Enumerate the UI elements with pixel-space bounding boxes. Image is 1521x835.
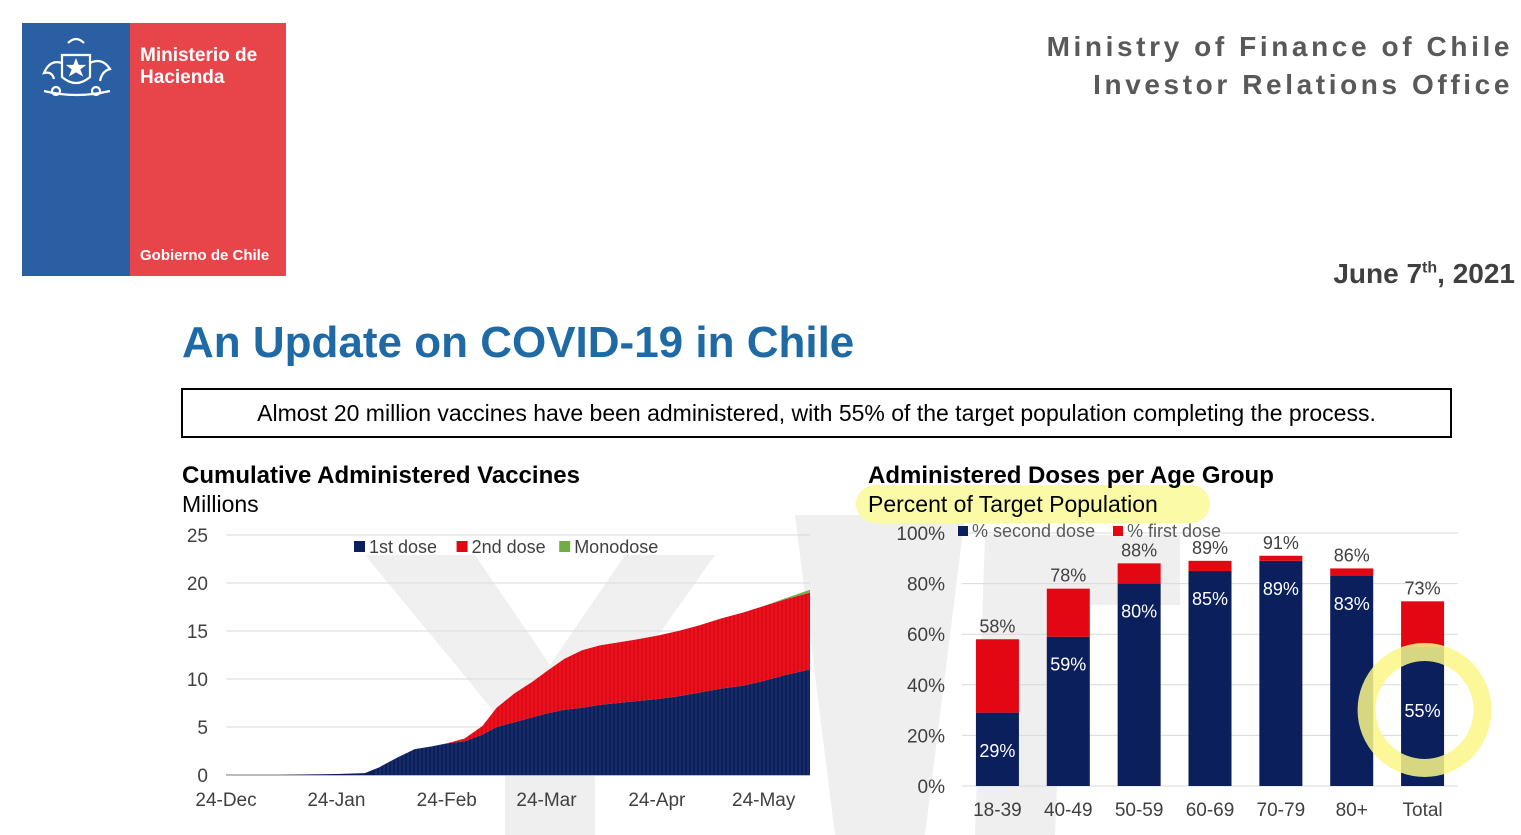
top-data-label: 58% xyxy=(979,616,1015,636)
inner-data-label: 80% xyxy=(1121,602,1157,622)
date-main: June 7 xyxy=(1333,258,1423,289)
left-x-tick-label: 24-Dec xyxy=(195,790,256,811)
logo-government-text: Gobierno de Chile xyxy=(140,247,270,264)
right-y-tick-label: 0% xyxy=(918,777,946,798)
right-x-tick-label: 60-69 xyxy=(1186,800,1235,821)
first-dose-bar xyxy=(1188,560,1232,571)
left-y-tick-label: 5 xyxy=(197,718,208,739)
top-data-label: 73% xyxy=(1405,578,1441,598)
top-data-label: 89% xyxy=(1192,538,1228,558)
first-dose-area xyxy=(226,669,810,775)
right-x-tick-label: 40-49 xyxy=(1044,800,1093,821)
top-data-label: 78% xyxy=(1050,566,1086,586)
header-office: Ministry of Finance of Chile Investor Re… xyxy=(1047,28,1513,104)
left-y-tick-label: 0 xyxy=(197,766,208,787)
right-x-tick-label: 70-79 xyxy=(1257,800,1306,821)
inner-data-label: 29% xyxy=(979,741,1015,761)
left-chart-subtitle: Millions xyxy=(182,491,259,517)
header-line-2: Investor Relations Office xyxy=(1093,69,1513,100)
left-legend-label: Monodose xyxy=(574,537,658,557)
page-title: An Update on COVID-19 in Chile xyxy=(182,318,855,367)
first-dose-bar xyxy=(1259,555,1303,561)
report-date: June 7th, 2021 xyxy=(1333,258,1515,290)
top-data-label: 88% xyxy=(1121,540,1157,560)
right-y-tick-label: 60% xyxy=(907,625,945,646)
first-dose-bar xyxy=(1330,568,1374,577)
left-legend-label: 2nd dose xyxy=(472,537,546,557)
inner-data-label: 85% xyxy=(1192,589,1228,609)
logo-red-panel xyxy=(130,23,286,276)
right-legend-label: % first dose xyxy=(1127,521,1221,541)
right-x-tick-label: 80+ xyxy=(1336,800,1368,821)
left-x-tick-label: 24-Mar xyxy=(516,790,577,811)
left-legend-swatch xyxy=(559,541,571,552)
first-dose-bar xyxy=(1117,563,1161,584)
right-chart-subtitle: Percent of Target Population xyxy=(868,491,1158,517)
top-data-label: 86% xyxy=(1334,545,1370,565)
left-legend-label: 1st dose xyxy=(369,537,437,557)
right-y-tick-label: 40% xyxy=(907,676,945,697)
logo-ministry-text: Ministerio de Hacienda xyxy=(140,45,258,88)
summary-banner: Almost 20 million vaccines have been adm… xyxy=(181,388,1452,438)
hacienda-logo: Ministerio de Hacienda Gobierno de Chile xyxy=(22,23,286,276)
right-x-tick-label: 50-59 xyxy=(1115,800,1164,821)
inner-data-label: 59% xyxy=(1050,655,1086,675)
left-x-tick-label: 24-Jan xyxy=(307,790,365,811)
left-y-tick-label: 10 xyxy=(187,670,208,691)
left-chart-title: Cumulative Administered Vaccines xyxy=(182,462,580,489)
right-y-tick-label: 80% xyxy=(907,575,945,596)
left-legend-swatch xyxy=(354,541,365,552)
subtitle-highlight xyxy=(856,485,1210,523)
right-legend-swatch xyxy=(958,526,968,536)
inner-data-label: 83% xyxy=(1334,594,1370,614)
first-dose-bar xyxy=(1046,588,1090,637)
second-dose-bar xyxy=(1046,636,1090,786)
right-chart-title: Administered Doses per Age Group xyxy=(868,462,1274,489)
left-y-tick-label: 20 xyxy=(187,574,208,595)
left-y-tick-label: 25 xyxy=(187,526,208,547)
second-dose-bar xyxy=(1117,583,1161,786)
second-dose-bar xyxy=(1188,570,1232,786)
header-line-1: Ministry of Finance of Chile xyxy=(1046,31,1513,62)
inner-data-label: 89% xyxy=(1263,579,1299,599)
left-x-tick-label: 24-Apr xyxy=(628,790,686,811)
first-dose-bar xyxy=(1401,601,1445,647)
right-x-tick-label: 18-39 xyxy=(973,800,1022,821)
second-dose-area xyxy=(226,592,810,775)
top-data-label: 91% xyxy=(1263,533,1299,553)
total-highlight-circle xyxy=(1357,643,1492,777)
left-x-tick-label: 24-Feb xyxy=(417,790,477,811)
date-year: , 2021 xyxy=(1437,258,1515,289)
right-legend-swatch xyxy=(1113,526,1123,536)
left-legend-swatch xyxy=(456,541,468,552)
second-dose-bar xyxy=(975,712,1019,786)
first-dose-bar xyxy=(975,639,1019,713)
right-y-tick-label: 20% xyxy=(907,726,945,747)
left-y-tick-label: 15 xyxy=(187,622,208,643)
right-x-tick-label: Total xyxy=(1403,800,1443,821)
right-y-tick-label: 100% xyxy=(896,524,945,545)
right-legend-label: % second dose xyxy=(972,521,1095,541)
second-dose-bar xyxy=(1259,560,1303,786)
left-x-tick-label: 24-May xyxy=(732,790,796,811)
date-suffix: th xyxy=(1422,259,1438,277)
chile-coat-of-arms-icon xyxy=(42,37,112,97)
inner-data-label: 55% xyxy=(1405,701,1441,721)
